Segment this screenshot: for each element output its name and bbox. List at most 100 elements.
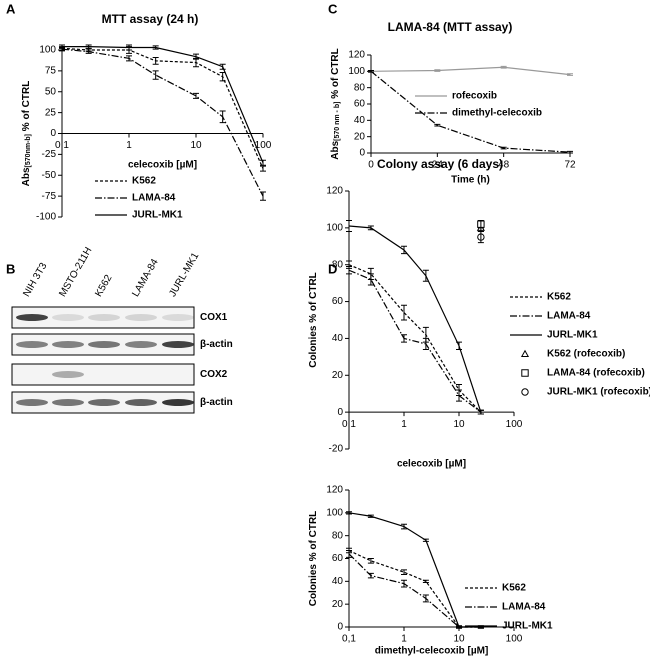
chart-title: LAMA-84 (MTT assay) [388, 20, 513, 34]
error-bar [219, 72, 226, 82]
legend-label: JURL-MK1 [547, 330, 598, 341]
y-tick-label: 0 [50, 128, 56, 139]
y-axis-label-sub: [570 nm - b] [334, 102, 341, 141]
y-tick-label: 80 [332, 259, 344, 270]
y-tick-label: 60 [354, 99, 366, 110]
error-bar [367, 514, 374, 518]
y-tick-label: 100 [39, 45, 56, 56]
y-axis-label-sub: [570nm-b] [25, 134, 32, 167]
x-axis-label: dimethyl-celecoxib [µM] [375, 646, 489, 657]
legend-label: dimethyl-celecoxib [452, 108, 542, 119]
error-bar [126, 55, 132, 62]
error-bar [346, 511, 352, 515]
legend-label: JURL-MK1 [132, 210, 183, 221]
error-bar [260, 191, 266, 201]
error-bar [367, 572, 374, 579]
blot-band [16, 314, 48, 321]
x-tick-label: 1 [401, 419, 407, 430]
series-line [348, 549, 481, 628]
legend-label: LAMA-84 [132, 193, 176, 204]
legend-label: K562 [132, 176, 156, 187]
blot-band [16, 399, 48, 406]
y-tick-label: 0 [359, 148, 365, 159]
lane-label: LAMA-84 [130, 257, 161, 299]
chart-title: Colony assay (6 days) [377, 157, 503, 171]
error-bar [367, 558, 374, 564]
y-tick-label: 20 [332, 370, 344, 381]
series-line [61, 48, 264, 197]
y-tick-label: -100 [36, 212, 56, 223]
blot-band [162, 399, 194, 406]
y-tick-label: 25 [45, 107, 57, 118]
blot-row-label: COX2 [200, 369, 228, 380]
x-tick-label: 0 [368, 160, 374, 171]
error-bar [477, 231, 484, 244]
y-tick-label: -75 [42, 191, 57, 202]
blot-band [16, 341, 48, 348]
blot-row-label: COX1 [200, 312, 228, 323]
error-bar [422, 579, 429, 583]
x-tick-label: 48 [498, 160, 510, 171]
x-axis-label: Time (h) [451, 175, 490, 186]
blot-band [52, 314, 84, 321]
series-line [348, 269, 482, 413]
error-bar [346, 219, 352, 233]
lane-label: JURL-MK1 [167, 251, 201, 299]
y-tick-label: 120 [326, 485, 343, 496]
error-bar [401, 245, 407, 255]
y-axis-label-part: % of CTRL [21, 81, 32, 134]
blot-band [125, 314, 157, 321]
error-bar [193, 92, 199, 99]
x-tick-label: 1 [126, 140, 132, 151]
chart-title: MTT assay (24 h) [102, 12, 199, 26]
panel-label: C [328, 1, 338, 16]
x-tick-label: 100 [506, 634, 523, 645]
blot-band [52, 399, 84, 406]
y-tick-label: 60 [332, 553, 344, 564]
y-tick-label: 40 [354, 115, 366, 126]
legend-marker [520, 349, 530, 358]
y-tick-label: 100 [326, 222, 343, 233]
error-bar [434, 69, 441, 72]
x-axis-label: celecoxib [µM] [397, 459, 466, 470]
panel-label: B [6, 261, 15, 276]
error-bar [152, 70, 159, 80]
y-axis-label: Colonies % of CTRL [308, 511, 319, 607]
y-tick-label: 20 [332, 599, 344, 610]
legend-label: LAMA-84 [502, 602, 546, 613]
y-axis-label: Colonies % of CTRL [308, 272, 319, 368]
legend-label: K562 [547, 292, 571, 303]
blot-band [52, 371, 84, 378]
y-tick-label: 0 [337, 622, 343, 633]
error-bar [500, 65, 507, 69]
blot-band [52, 341, 84, 348]
error-bar [422, 269, 429, 282]
blot-band [88, 314, 120, 321]
blot-row-label: β-actin [200, 339, 233, 350]
x-tick-label: 72 [564, 160, 576, 171]
error-bar [422, 594, 429, 603]
y-axis-label: Abs[570 nm - b] % of CTRL [330, 48, 341, 160]
series-line [61, 47, 264, 169]
error-bar [477, 409, 484, 415]
error-bar [346, 550, 352, 558]
blot-band [162, 341, 194, 348]
error-bar [434, 123, 441, 127]
error-bar [193, 53, 199, 60]
error-bar [85, 44, 92, 49]
blot-box [11, 306, 195, 329]
error-bar [456, 341, 462, 350]
x-tick-label: 1 [401, 634, 407, 645]
x-tick-label: 24 [432, 160, 444, 171]
y-tick-label: 40 [332, 333, 344, 344]
blot-box [11, 363, 195, 386]
x-tick-label: 0,1 [342, 419, 356, 430]
y-tick-label: 80 [332, 530, 344, 541]
error-bar [567, 73, 573, 76]
error-bar [85, 49, 92, 54]
panel-label: D [328, 261, 337, 276]
y-axis-label-part: Colonies % of CTRL [308, 511, 319, 607]
legend-marker [521, 388, 529, 396]
legend-label: LAMA-84 (rofecoxib) [547, 368, 645, 379]
